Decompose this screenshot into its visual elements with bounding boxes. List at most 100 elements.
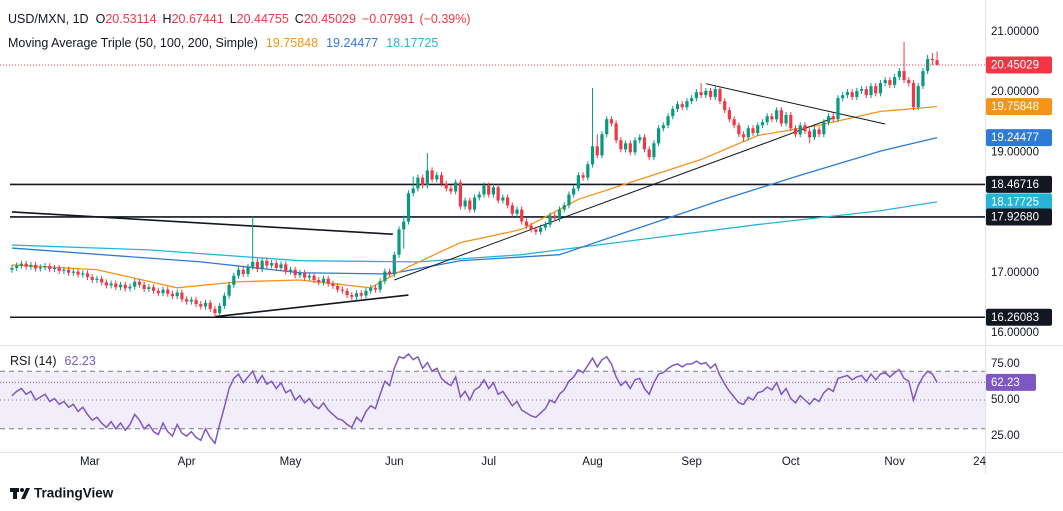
candle-body xyxy=(435,175,439,180)
candle-body xyxy=(713,89,717,97)
symbol: USD/MXN, 1D xyxy=(8,12,89,26)
candle-body xyxy=(529,225,533,230)
candle-body xyxy=(279,264,283,268)
candle-body xyxy=(864,89,868,96)
candle-body xyxy=(487,185,491,195)
candle-body xyxy=(505,197,510,206)
candle-body xyxy=(510,205,514,214)
candle-body xyxy=(147,287,151,290)
candle-body xyxy=(246,266,250,274)
price-label: 18.46716 xyxy=(991,179,1039,191)
candle-body xyxy=(600,134,604,156)
rsi-line xyxy=(11,352,938,445)
h-label: H xyxy=(163,12,172,26)
price-label-box xyxy=(986,208,1052,226)
candle-body xyxy=(203,302,208,307)
candle-body xyxy=(897,71,901,78)
candle-body xyxy=(402,221,406,230)
candle-body xyxy=(307,275,311,278)
candle-body xyxy=(354,293,359,297)
rsi-legend: RSI (14) 62.23 xyxy=(10,354,96,368)
candle-body xyxy=(779,110,783,124)
candle-body xyxy=(52,267,57,270)
change-pct: (−0.39%) xyxy=(419,12,470,26)
candle-body xyxy=(369,287,373,291)
candle-body xyxy=(468,200,472,210)
candle-body xyxy=(123,284,127,289)
y-tick-label: 16.00000 xyxy=(991,327,1039,339)
candle-body xyxy=(642,137,647,150)
candle-body xyxy=(85,273,90,277)
candle-body xyxy=(836,98,840,120)
candle-body xyxy=(756,125,760,134)
candle-body xyxy=(727,110,732,120)
candle-body xyxy=(798,125,802,135)
candle-body xyxy=(680,104,684,108)
candle-body xyxy=(661,125,665,129)
candle-body xyxy=(874,86,878,94)
candle-body xyxy=(893,77,897,85)
price-label: 19.24477 xyxy=(991,132,1039,144)
legend-header: USD/MXN, 1D O20.53114 H20.67441 L20.44755 C2… xyxy=(8,12,471,26)
candle-body xyxy=(826,116,831,123)
candle-body xyxy=(151,287,156,291)
candle-body xyxy=(387,271,392,274)
candle-body xyxy=(817,129,821,135)
candle-body xyxy=(718,89,722,102)
candle-body xyxy=(543,224,547,228)
candle-body xyxy=(194,299,198,305)
candle-body xyxy=(326,278,330,284)
candle-body xyxy=(491,187,496,195)
rsi-label: 62.23 xyxy=(991,377,1020,389)
candle-body xyxy=(48,266,52,270)
candle-body xyxy=(251,261,255,267)
candle-body xyxy=(562,205,566,210)
candle-body xyxy=(189,299,193,302)
candle-body xyxy=(340,289,344,291)
candle-body xyxy=(411,188,415,194)
candle-body xyxy=(548,215,552,225)
candle-body xyxy=(241,269,245,274)
candle-body xyxy=(694,92,698,99)
price-label: 19.75848 xyxy=(991,101,1039,113)
candle-body xyxy=(185,299,189,302)
trendline xyxy=(394,117,834,281)
candle-body xyxy=(43,266,47,268)
rsi-tick-label: 50.00 xyxy=(991,394,1020,406)
candle-body xyxy=(29,264,33,267)
ma100-value: 19.24477 xyxy=(326,36,378,50)
candle-body xyxy=(298,272,302,276)
candle-body xyxy=(482,185,486,195)
rsi-plot xyxy=(0,352,985,445)
y-tick-label: 20.00000 xyxy=(991,86,1039,98)
candle-body xyxy=(303,272,307,278)
candle-body xyxy=(57,267,61,271)
candle-body xyxy=(534,229,538,232)
candle-body xyxy=(539,227,543,232)
candle-body xyxy=(581,175,585,178)
axes: 16.00000 17.00000 19.00000 20.00000 21.00000… xyxy=(80,26,1052,468)
candle-body xyxy=(454,182,458,192)
price-label-box xyxy=(986,175,1052,193)
logo-part xyxy=(13,488,17,499)
candle-body xyxy=(737,125,741,135)
candle-body xyxy=(638,137,642,141)
price-label-box xyxy=(986,98,1052,116)
x-tick-label: Sep xyxy=(681,456,701,468)
candle-body xyxy=(869,86,873,96)
ma-title: Moving Average Triple (50, 100, 200, Sim… xyxy=(8,36,258,50)
candle-body xyxy=(38,267,42,269)
y-tick-label: 17.00000 xyxy=(991,267,1039,279)
candle-body xyxy=(364,290,368,296)
candle-body xyxy=(345,290,349,296)
candle-body xyxy=(935,60,939,66)
candle-body xyxy=(199,304,203,307)
candle-body xyxy=(619,140,623,150)
candle-body xyxy=(421,177,425,186)
price-plot xyxy=(0,42,985,319)
candle-body xyxy=(76,271,80,275)
candle-body xyxy=(265,260,269,266)
moving-average xyxy=(11,106,938,289)
candle-body xyxy=(373,287,378,290)
